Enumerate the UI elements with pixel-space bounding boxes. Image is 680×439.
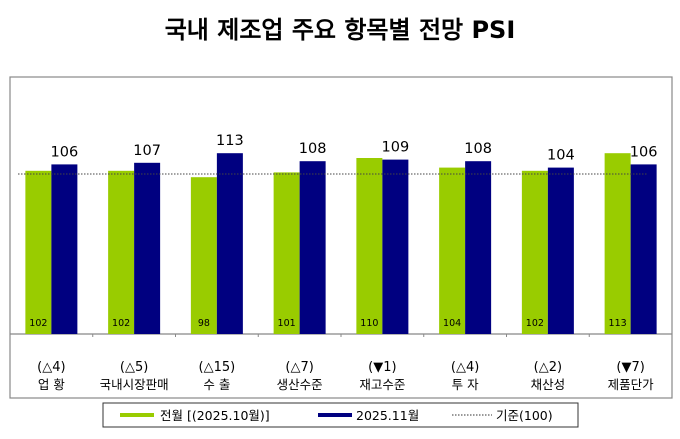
prev-value-label: 98 [198, 318, 210, 329]
change-label: (△15) [199, 360, 236, 375]
bar-current-month [51, 164, 78, 334]
category-label: 국내시장판매 [100, 377, 169, 392]
category-label: 수 출 [203, 377, 230, 392]
change-label: (△7) [285, 360, 313, 375]
legend: 전월 [(2025.10월)] 2025.11월 기준(100) [102, 402, 579, 428]
bar-current-month [299, 161, 326, 334]
bar-prev-month [190, 177, 217, 334]
category-label: 투 자 [452, 377, 479, 392]
bar-prev-month [439, 167, 466, 334]
legend-swatch-current [318, 413, 352, 417]
bar-current-month [382, 159, 409, 334]
bar-prev-month [604, 153, 631, 334]
bar-current-month [547, 167, 574, 334]
bar-current-month [216, 153, 243, 334]
change-label: (△4) [37, 360, 65, 375]
bar-current-month [134, 162, 161, 334]
bar-prev-month [108, 170, 135, 334]
prev-value-label: 102 [29, 318, 47, 329]
change-label: (▼1) [368, 360, 396, 375]
legend-label-reference: 기준(100) [496, 408, 553, 423]
prev-value-label: 110 [360, 318, 378, 329]
legend-label-prev: 전월 [(2025.10월)] [160, 408, 270, 423]
prev-value-label: 104 [443, 318, 461, 329]
current-value-label: 104 [547, 148, 575, 164]
current-value-label: 106 [630, 144, 658, 160]
prev-value-label: 101 [278, 318, 296, 329]
category-label: 업 황 [38, 377, 65, 392]
bar-prev-month [521, 170, 548, 334]
chart-title: 국내 제조업 주요 항목별 전망 PSI [165, 16, 516, 44]
current-value-label: 108 [464, 141, 492, 157]
bar-prev-month [356, 158, 383, 334]
prev-value-label: 113 [609, 318, 627, 329]
category-label: 제품단가 [608, 377, 655, 392]
change-label: (△2) [534, 360, 562, 375]
bar-prev-month [273, 172, 300, 334]
change-label: (△5) [120, 360, 148, 375]
bar-current-month [465, 161, 492, 334]
current-value-label: 107 [133, 143, 161, 159]
change-label: (▼7) [616, 360, 644, 375]
legend-swatch-prev [120, 413, 154, 417]
category-label: 채산성 [531, 377, 566, 392]
current-value-label: 108 [299, 141, 327, 157]
prev-value-label: 102 [526, 318, 544, 329]
legend-label-current: 2025.11월 [356, 408, 419, 423]
bar-current-month [630, 164, 657, 334]
current-value-label: 109 [382, 140, 410, 156]
current-value-label: 113 [216, 133, 244, 149]
prev-value-label: 102 [112, 318, 130, 329]
change-label: (△4) [451, 360, 479, 375]
category-label: 생산수준 [277, 377, 323, 392]
bar-prev-month [25, 170, 52, 334]
category-label: 재고수준 [359, 377, 405, 392]
current-value-label: 106 [51, 144, 79, 160]
